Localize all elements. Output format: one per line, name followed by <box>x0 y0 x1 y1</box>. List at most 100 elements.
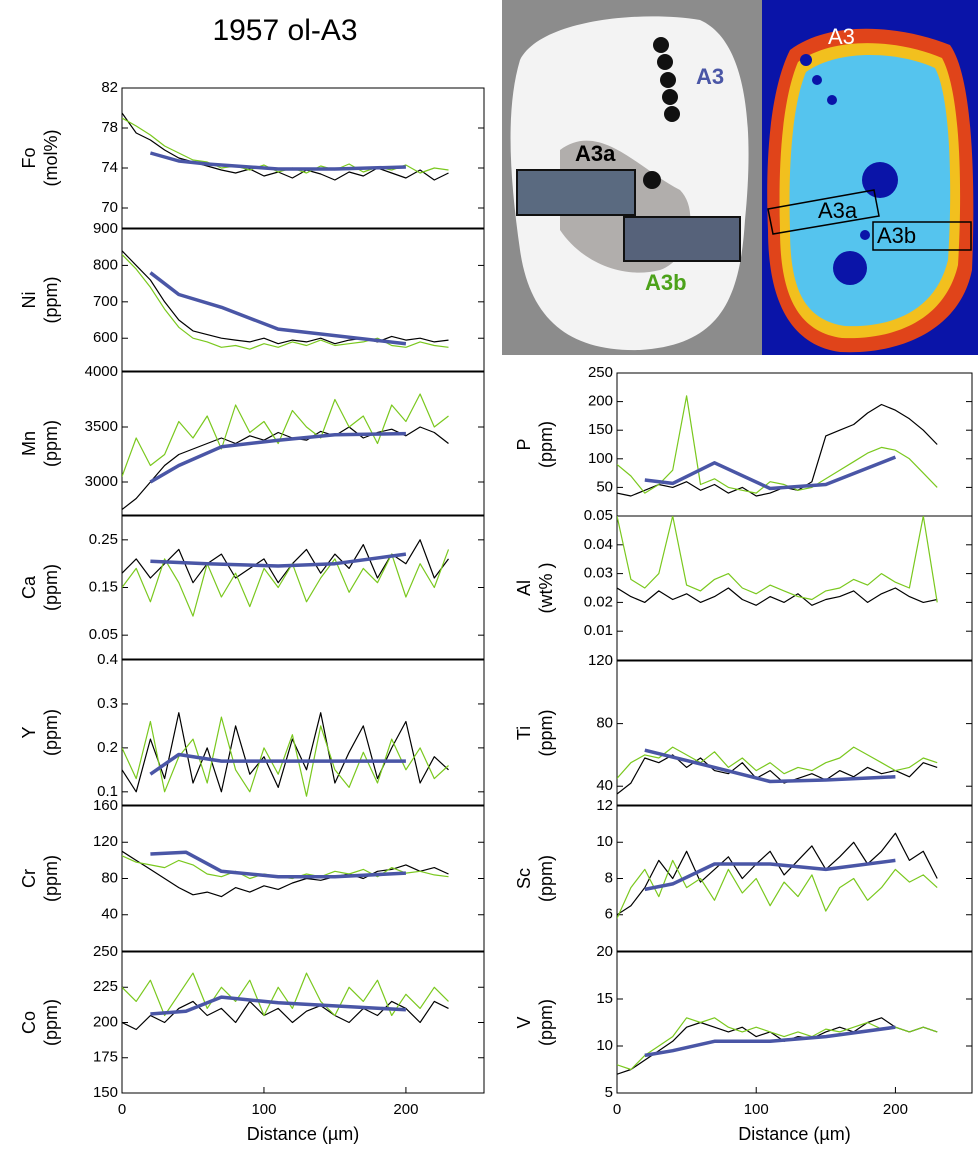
plot-frame <box>121 515 485 660</box>
x-tick-label: 0 <box>118 1101 126 1118</box>
y-tick-label: 0.01 <box>584 622 613 639</box>
y-tick-label: 0.04 <box>584 536 613 553</box>
y-axis-label: Mn <box>19 431 39 456</box>
series-line <box>122 426 449 510</box>
series-line <box>617 746 938 779</box>
x-axis-label: Distance (µm) <box>738 1124 850 1144</box>
y-tick-label: 4000 <box>85 363 118 380</box>
series-line <box>122 712 449 793</box>
y-tick-label: 0.05 <box>584 507 613 524</box>
series-line <box>122 117 449 174</box>
map-label: A3b <box>877 223 916 248</box>
y-axis-label: (ppm) <box>41 420 61 467</box>
series-line <box>122 250 449 345</box>
y-tick-label: 0.03 <box>584 565 613 582</box>
y-tick-label: 15 <box>596 990 613 1007</box>
series-line <box>150 552 407 568</box>
y-tick-label: 120 <box>93 833 118 850</box>
series-line <box>122 972 449 1017</box>
y-tick-label: 200 <box>588 393 613 410</box>
y-tick-label: 0.25 <box>89 531 118 548</box>
y-tick-label: 70 <box>101 199 118 216</box>
photo-label: A3a <box>575 141 616 166</box>
y-tick-label: 10 <box>596 833 613 850</box>
y-axis-label: (ppm) <box>536 709 556 756</box>
series-line <box>617 1017 938 1071</box>
map: A3 A3a A3b <box>762 0 978 355</box>
y-tick-label: 250 <box>588 364 613 381</box>
y-tick-label: 0.02 <box>584 593 613 610</box>
series-line <box>617 1017 938 1075</box>
x-axis-label: Distance (µm) <box>247 1124 359 1144</box>
y-axis-label: (ppm) <box>41 276 61 323</box>
y-axis-label: Co <box>19 1011 39 1034</box>
y-tick-label: 0.4 <box>97 651 118 668</box>
y-tick-label: 250 <box>93 943 118 960</box>
y-tick-label: 100 <box>588 450 613 467</box>
y-axis-label: Ni <box>19 292 39 309</box>
y-tick-label: 700 <box>93 293 118 310</box>
series-line <box>150 850 406 879</box>
series-line <box>644 455 897 491</box>
plot-frame <box>616 372 973 517</box>
y-tick-label: 225 <box>93 978 118 995</box>
plot-frame <box>121 228 485 372</box>
y-tick-label: 0.2 <box>97 739 118 756</box>
y-axis-label: (ppm) <box>41 709 61 756</box>
plot-frame <box>616 951 973 1094</box>
series-line <box>617 403 938 497</box>
series-line <box>149 431 406 484</box>
y-axis-label: Sc <box>514 868 534 889</box>
y-tick-label: 150 <box>588 421 613 438</box>
y-tick-label: 200 <box>93 1013 118 1030</box>
series-line <box>149 271 407 346</box>
y-axis-label: Y <box>19 726 39 738</box>
series-line <box>122 549 450 617</box>
series-line <box>122 254 449 350</box>
y-tick-label: 10 <box>596 1037 613 1054</box>
y-axis-label: (wt% ) <box>536 563 556 614</box>
y-tick-label: 80 <box>596 715 613 732</box>
y-axis-label: (ppm) <box>41 564 61 611</box>
y-tick-label: 82 <box>101 79 118 96</box>
y-tick-label: 3500 <box>85 418 118 435</box>
x-tick-label: 100 <box>744 1101 769 1118</box>
y-tick-label: 900 <box>93 220 118 237</box>
y-tick-label: 20 <box>596 943 613 960</box>
plot-frame <box>121 805 485 952</box>
series-line <box>122 716 449 797</box>
series-line <box>644 1025 896 1058</box>
series-line <box>617 587 938 606</box>
y-tick-label: 40 <box>596 777 613 794</box>
y-axis-label: Al <box>514 580 534 596</box>
series-line <box>617 395 938 494</box>
y-tick-label: 8 <box>605 869 613 886</box>
y-tick-label: 600 <box>93 329 118 346</box>
series-line <box>617 516 938 603</box>
y-tick-label: 120 <box>588 652 613 669</box>
y-axis-label: (ppm) <box>536 999 556 1046</box>
x-tick-label: 0 <box>613 1101 621 1118</box>
y-tick-label: 6 <box>605 906 613 923</box>
x-tick-label: 200 <box>393 1101 418 1118</box>
y-axis-label: (ppm) <box>41 855 61 902</box>
y-axis-label: Cr <box>19 869 39 888</box>
photo-label: A3 <box>696 64 724 89</box>
map-label: A3 <box>828 24 855 49</box>
plot-frame <box>121 87 485 229</box>
y-tick-label: 175 <box>93 1049 118 1066</box>
y-axis-label: Ca <box>19 575 39 599</box>
photo-label: A3b <box>645 270 687 295</box>
y-tick-label: 40 <box>101 906 118 923</box>
y-tick-label: 0.05 <box>89 626 118 643</box>
y-tick-label: 12 <box>596 797 613 814</box>
y-tick-label: 0.15 <box>89 578 118 595</box>
plot-frame <box>616 660 973 806</box>
y-tick-label: 150 <box>93 1084 118 1101</box>
x-tick-label: 100 <box>251 1101 276 1118</box>
y-tick-label: 0.1 <box>97 783 118 800</box>
y-tick-label: 0.3 <box>97 695 118 712</box>
y-tick-label: 78 <box>101 119 118 136</box>
y-tick-label: 160 <box>93 797 118 814</box>
